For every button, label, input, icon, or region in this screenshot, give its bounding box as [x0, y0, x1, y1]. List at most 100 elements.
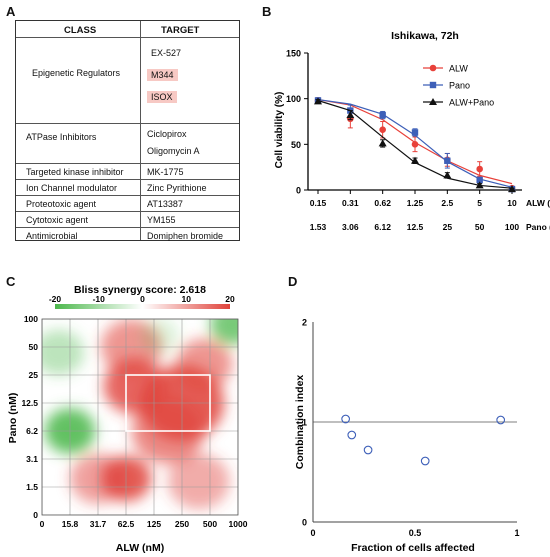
x-tick-label-pano: 25 [443, 222, 453, 232]
y-tick-label: 12.5 [21, 398, 38, 408]
x-tick-label: 1000 [229, 519, 248, 529]
data-point [476, 165, 483, 173]
data-point [508, 185, 516, 193]
x-axis-label: Fraction of cells affected [351, 542, 475, 554]
y-tick-label: 2 [302, 318, 307, 328]
bliss-heatmap: Bliss synergy score: 2.618 -20 -10 0 10 20 0… [7, 284, 248, 554]
y-tick-label: 0 [33, 510, 38, 520]
data-point [346, 111, 355, 119]
table-row: Proteotoxic agent AT13387 [16, 195, 239, 211]
table-class-cell: Targeted kinase inhibitor [26, 167, 124, 177]
synergy-region [103, 358, 166, 414]
y-tick-label: 0 [296, 186, 301, 196]
synergy-region [210, 319, 238, 345]
legend-marker [429, 98, 437, 105]
table-class-cell: Proteotoxic agent [26, 199, 97, 209]
y-tick-label: 25 [29, 370, 39, 380]
data-point [341, 414, 350, 424]
data-point [411, 156, 419, 164]
data-point [443, 171, 452, 179]
y-tick-label: 50 [291, 140, 301, 150]
colorbar-tick-label: -10 [93, 294, 106, 304]
colorbar-tick-label: -20 [49, 294, 62, 304]
x-tick-label-alw: 0.31 [342, 198, 359, 208]
table-target-cell: Zinc Pyrithione [147, 183, 207, 193]
data-point [347, 430, 357, 440]
panel-label-a: A [6, 4, 16, 19]
y-tick-label: 1 [302, 418, 307, 428]
data-point [444, 157, 451, 164]
chart-title: Ishikawa, 72h [391, 30, 459, 42]
data-point [379, 111, 386, 119]
data-point [420, 456, 430, 466]
y-tick-label: 0 [302, 518, 307, 528]
heatmap-border [41, 318, 239, 516]
combination-index-chart: 0 1 2 0 0.5 1 Fraction of cells affected Comb… [294, 318, 520, 555]
table-row: Epigenetic Regulators EX-527 M344 ISOX [16, 37, 239, 123]
y-tick-label: 50 [29, 342, 39, 352]
x-tick-label-pano: 100 [505, 222, 519, 232]
colorbar [55, 304, 230, 309]
x-tick-label: 62.5 [118, 519, 135, 529]
x-tick-label-alw: 0.62 [374, 198, 391, 208]
highlight-box: M344 [147, 69, 178, 81]
x-tick-label: 250 [175, 519, 189, 529]
y-tick-label: 100 [24, 314, 38, 324]
synergy-region [140, 319, 180, 354]
table-row: Cytotoxic agent YM155 [16, 211, 239, 227]
y-tick-label: 3.1 [26, 454, 38, 464]
data-point [496, 415, 506, 425]
x-tick-label: 0 [310, 528, 315, 538]
table-row: Ion Channel modulator Zinc Pyrithione [16, 179, 239, 195]
data-point [411, 129, 419, 136]
highlight-box: ISOX [147, 91, 177, 103]
y-axis-label: Combination index [294, 375, 306, 470]
table-target-cell-highlighted: M344 [147, 69, 178, 81]
x-tick-label-alw: 2.5 [441, 198, 453, 208]
table-target-cell: AT13387 [147, 199, 183, 209]
table-class-cell: Antimicrobial [26, 231, 78, 241]
x-tick-label: 125 [147, 519, 161, 529]
y-tick-label: 1.5 [26, 482, 38, 492]
table-target-cell-highlighted: ISOX [147, 91, 177, 103]
x-tick-label: 1 [514, 528, 519, 538]
table-row: ATPase Inhibitors Ciclopirox Oligomycin … [16, 123, 239, 163]
data-point [475, 181, 484, 189]
synergy-region [42, 329, 84, 376]
table-row: Antimicrobial Domiphen bromide [16, 227, 239, 241]
heatmap-title: Bliss synergy score: 2.618 [74, 284, 206, 296]
table-target-cell: MK-1775 [147, 167, 184, 177]
table-target-cell: EX-527 [151, 48, 182, 58]
table-row: Targeted kinase inhibitor MK-1775 [16, 163, 239, 179]
data-point [314, 97, 322, 105]
panel-label-d: D [288, 274, 298, 289]
table-target-cell: Domiphen bromide [147, 231, 224, 241]
y-axis-label: Pano (nM) [7, 393, 19, 444]
x-tick-label-alw: 0.15 [310, 198, 327, 208]
x-tick-label: 0 [40, 519, 45, 529]
colorbar-tick-label: 0 [140, 294, 145, 304]
colorbar-tick-label: 10 [182, 294, 192, 304]
y-axis-label: Cell viability (%) [274, 92, 285, 169]
table-target-cell: YM155 [147, 215, 176, 225]
drug-class-table: CLASS TARGET Epigenetic Regulators EX-52… [15, 20, 240, 241]
x-tick-label-pano: 6.12 [374, 222, 391, 232]
highlight-window [125, 374, 211, 432]
data-point [379, 126, 386, 134]
data-point [363, 445, 373, 455]
legend-label: ALW+Pano [449, 98, 494, 108]
x-axis-label-pano: Pano (nM) [526, 222, 550, 232]
table-class-cell: Cytotoxic agent [26, 215, 89, 225]
x-axis-label-alw: ALW (μM) [526, 198, 550, 208]
legend-marker [429, 64, 437, 72]
synergy-region [168, 453, 230, 510]
legend-label: ALW [449, 64, 468, 74]
table-header-target: TARGET [161, 25, 200, 36]
panel-label-b: B [262, 4, 272, 19]
y-tick-label: 100 [286, 94, 301, 104]
synergy-region [176, 338, 233, 389]
table-class-cell: Ion Channel modulator [26, 183, 118, 193]
table-target-cell: Ciclopirox [147, 129, 187, 139]
x-tick-label-alw: 1.25 [407, 198, 424, 208]
x-tick-label-alw: 10 [507, 198, 517, 208]
